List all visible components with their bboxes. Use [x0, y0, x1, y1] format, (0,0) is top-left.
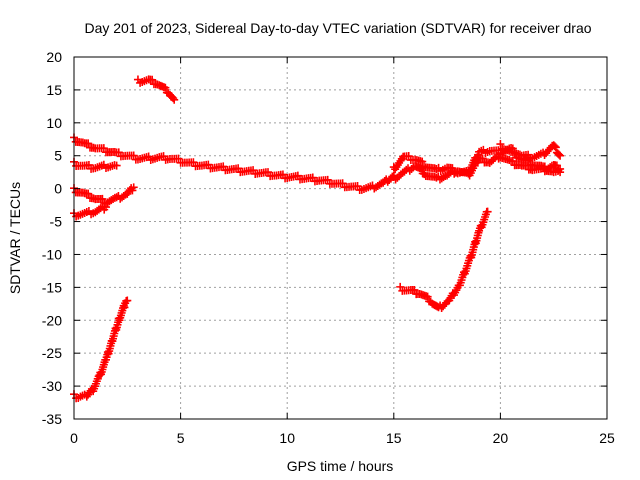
data-point	[551, 143, 560, 152]
y-tick-label: 0	[54, 181, 62, 197]
data-points	[70, 75, 565, 403]
x-tick-label: 25	[599, 430, 615, 446]
data-point	[84, 139, 93, 148]
y-tick-label: -10	[42, 246, 62, 262]
data-point	[524, 156, 533, 165]
data-point	[550, 142, 559, 151]
data-point	[439, 173, 448, 182]
data-point	[96, 204, 105, 213]
x-axis-label: GPS time / hours	[287, 458, 394, 474]
data-point	[170, 95, 179, 104]
data-point	[423, 292, 432, 301]
data-point	[555, 150, 564, 159]
y-tick-label: -15	[42, 279, 62, 295]
data-point	[123, 296, 132, 305]
data-point	[418, 157, 427, 166]
data-point	[109, 195, 118, 204]
tick-labels: 0 5 10 15 20 25 -35 -30 -25 -20 -15 -10 -5 0 5 10 15 20	[42, 49, 615, 446]
data-point	[112, 161, 121, 170]
chart-title: Day 201 of 2023, Sidereal Day-to-day VTE…	[84, 20, 591, 36]
data-point	[508, 157, 517, 166]
series-main-trend	[70, 133, 398, 195]
series-late-arc	[396, 207, 492, 312]
data-point	[174, 154, 183, 163]
data-point	[410, 285, 419, 294]
data-point	[556, 151, 565, 160]
x-tick-label: 15	[386, 430, 402, 446]
x-tick-label: 20	[493, 430, 509, 446]
y-tick-label: -30	[42, 378, 62, 394]
y-tick-label: -20	[42, 312, 62, 328]
x-tick-label: 10	[279, 430, 295, 446]
data-point	[101, 203, 110, 212]
x-tick-label: 5	[177, 430, 185, 446]
data-point	[402, 165, 411, 174]
data-point	[84, 189, 93, 198]
y-axis-label: SDTVAR / TECUs	[7, 182, 23, 294]
y-tick-label: 20	[46, 49, 62, 65]
series-mid-early	[70, 183, 138, 208]
data-point	[515, 154, 524, 163]
data-point	[483, 207, 492, 216]
y-tick-label: -35	[42, 411, 62, 427]
series-high-arc	[133, 75, 179, 104]
y-tick-label: -5	[50, 214, 63, 230]
data-point	[505, 156, 514, 165]
series-upper-early	[70, 157, 121, 173]
grid	[74, 57, 607, 419]
y-tick-label: 10	[46, 115, 62, 131]
y-tick-label: 15	[46, 82, 62, 98]
series-late-far	[496, 140, 565, 177]
series-steep-rise	[70, 296, 132, 403]
data-point	[540, 162, 549, 171]
data-point	[99, 144, 108, 153]
plot-frame	[73, 56, 608, 420]
data-point	[98, 194, 107, 203]
data-point	[129, 183, 138, 192]
data-point	[417, 164, 426, 173]
x-tick-label: 0	[70, 430, 78, 446]
y-tick-label: -25	[42, 345, 62, 361]
data-point	[148, 75, 157, 84]
data-point	[169, 94, 178, 103]
data-point	[496, 140, 505, 149]
data-point	[129, 151, 138, 160]
data-point	[505, 146, 514, 155]
data-point	[478, 154, 487, 163]
data-point	[510, 148, 519, 157]
data-point	[161, 83, 170, 92]
y-tick-label: 5	[54, 148, 62, 164]
data-point	[556, 168, 565, 177]
